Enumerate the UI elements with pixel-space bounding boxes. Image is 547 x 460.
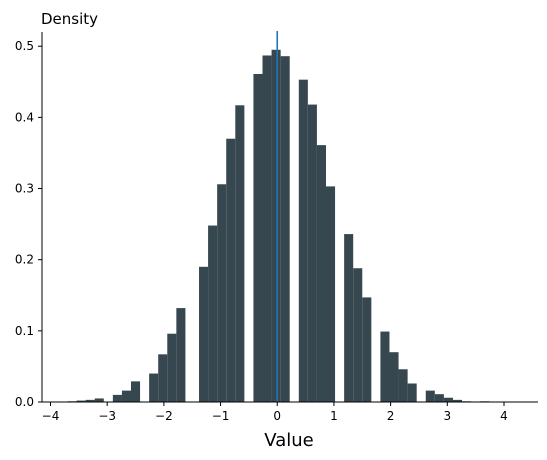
histogram-bar	[76, 400, 86, 402]
histogram-bar	[130, 381, 141, 402]
histogram-bar	[362, 297, 372, 402]
histogram-bar	[149, 373, 159, 402]
histogram-bar	[298, 79, 308, 402]
y-tick-label: 0.1	[15, 324, 34, 338]
x-tick-label: 4	[500, 409, 508, 423]
x-tick-label: −3	[98, 409, 116, 423]
histogram-bar	[434, 394, 444, 402]
x-tick-label: −1	[212, 409, 230, 423]
histogram-bar	[407, 383, 417, 402]
histogram-bar	[217, 184, 227, 402]
histogram-bar	[262, 55, 272, 402]
histogram-bar	[452, 399, 463, 402]
x-tick-label: 0	[273, 409, 281, 423]
histogram-bar	[158, 354, 168, 402]
histogram-bar	[344, 234, 354, 402]
y-tick-label: 0.2	[15, 253, 34, 267]
x-tick-label: −2	[155, 409, 173, 423]
histogram-bar	[176, 308, 186, 402]
y-axis-label: Density	[41, 10, 98, 28]
histogram-bar	[208, 225, 218, 402]
histogram-bar	[112, 394, 122, 402]
histogram-bar	[271, 49, 281, 403]
histogram-bar	[226, 138, 236, 402]
x-tick-label: 3	[443, 409, 451, 423]
histogram-bar	[425, 390, 435, 402]
histogram-bar	[316, 145, 326, 402]
histogram-bar	[325, 186, 336, 402]
x-ticks: −4 −3 −2 −1 0 1 2 3 4	[42, 402, 508, 423]
y-ticks: 0.0 0.1 0.2 0.3 0.4 0.5	[15, 39, 42, 409]
x-tick-label: 1	[330, 409, 338, 423]
histogram-bar	[280, 56, 290, 402]
histogram-bar	[353, 268, 363, 402]
histogram-bar	[167, 333, 177, 402]
histogram-bar	[253, 73, 263, 402]
histogram-bar	[380, 331, 390, 402]
histogram-bar	[199, 266, 209, 402]
histogram-bar	[307, 104, 317, 403]
y-tick-label: 0.3	[15, 182, 34, 196]
histogram-bar	[398, 369, 408, 402]
bars-group	[67, 49, 490, 403]
histogram-bar	[121, 390, 131, 402]
histogram-bar	[443, 397, 453, 402]
histogram-bar	[235, 105, 245, 403]
histogram-bar	[389, 352, 399, 402]
x-tick-label: −4	[42, 409, 60, 423]
x-axis-label: Value	[264, 430, 313, 451]
y-tick-label: 0.5	[15, 39, 34, 53]
histogram-bar	[85, 399, 95, 402]
histogram-bar	[94, 398, 104, 402]
y-tick-label: 0.0	[15, 395, 34, 409]
x-tick-label: 2	[387, 409, 395, 423]
y-tick-label: 0.4	[15, 110, 34, 124]
